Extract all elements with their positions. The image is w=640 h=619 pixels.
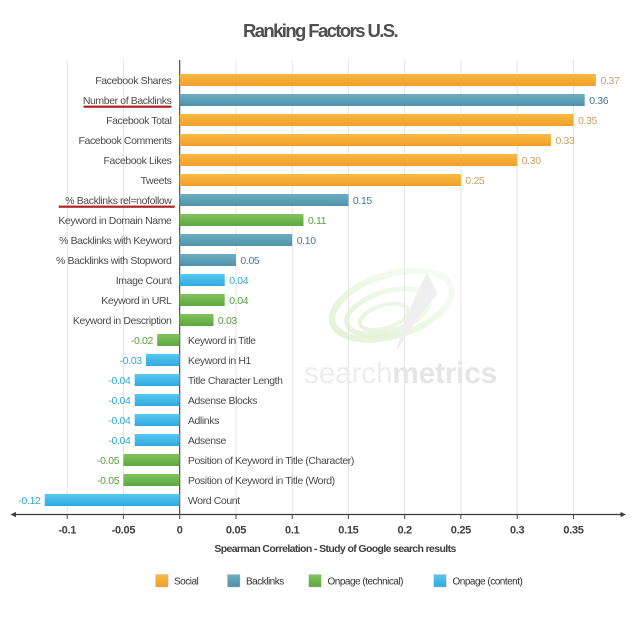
svg-text:-0.1: -0.1 — [58, 525, 76, 537]
svg-text:-0.05: -0.05 — [97, 475, 120, 487]
svg-text:-0.02: -0.02 — [131, 335, 154, 347]
svg-text:0.30: 0.30 — [522, 155, 542, 167]
svg-text:Onpage (technical): Onpage (technical) — [328, 577, 404, 588]
svg-text:0.37: 0.37 — [601, 75, 621, 87]
svg-text:0.3: 0.3 — [510, 525, 525, 537]
svg-text:0.05: 0.05 — [240, 255, 260, 267]
svg-text:Tweets: Tweets — [141, 175, 172, 187]
svg-text:-0.04: -0.04 — [108, 395, 131, 407]
svg-text:0.15: 0.15 — [338, 525, 358, 537]
svg-text:Image Count: Image Count — [116, 275, 172, 287]
svg-text:% Backlinks rel=nofollow: % Backlinks rel=nofollow — [65, 195, 172, 207]
svg-text:Facebook Shares: Facebook Shares — [95, 75, 171, 87]
svg-text:Keyword in Domain Name: Keyword in Domain Name — [58, 215, 172, 227]
svg-text:Backlinks: Backlinks — [246, 577, 284, 588]
svg-text:0.1: 0.1 — [285, 525, 300, 537]
svg-text:-0.12: -0.12 — [18, 495, 41, 507]
svg-text:0.03: 0.03 — [218, 315, 238, 327]
svg-text:% Backlinks with Stopword: % Backlinks with Stopword — [56, 255, 172, 267]
svg-text:0: 0 — [177, 525, 183, 537]
svg-text:0.33: 0.33 — [556, 135, 576, 147]
svg-text:Onpage (content): Onpage (content) — [453, 577, 523, 588]
svg-text:Adlinks: Adlinks — [188, 415, 219, 427]
svg-text:0.25: 0.25 — [451, 525, 471, 537]
svg-text:0.15: 0.15 — [353, 195, 373, 207]
svg-text:Facebook Likes: Facebook Likes — [104, 155, 172, 167]
svg-text:0.04: 0.04 — [229, 275, 249, 287]
svg-text:Adsense Blocks: Adsense Blocks — [188, 395, 257, 407]
svg-text:-0.04: -0.04 — [108, 415, 131, 427]
svg-text:-0.05: -0.05 — [97, 455, 120, 467]
svg-text:0.2: 0.2 — [397, 525, 412, 537]
svg-text:Keyword in Title: Keyword in Title — [188, 335, 256, 347]
svg-text:0.25: 0.25 — [465, 175, 485, 187]
svg-text:Adsense: Adsense — [188, 435, 227, 447]
svg-text:Facebook Comments: Facebook Comments — [79, 135, 172, 147]
svg-text:0.35: 0.35 — [578, 115, 598, 127]
svg-text:-0.05: -0.05 — [112, 525, 136, 537]
svg-text:Keyword in Description: Keyword in Description — [73, 315, 172, 327]
svg-text:0.04: 0.04 — [229, 295, 249, 307]
svg-text:0.36: 0.36 — [589, 95, 609, 107]
svg-text:Number of Backlinks: Number of Backlinks — [83, 95, 172, 107]
svg-text:0.11: 0.11 — [308, 215, 327, 227]
svg-text:Keyword in H1: Keyword in H1 — [188, 355, 252, 367]
svg-text:-0.04: -0.04 — [108, 435, 131, 447]
svg-text:searchmetrics: searchmetrics — [304, 357, 497, 390]
svg-text:Position of Keyword in Title (: Position of Keyword in Title (Character) — [188, 455, 354, 467]
svg-text:0.35: 0.35 — [563, 525, 583, 537]
svg-text:0.05: 0.05 — [226, 525, 246, 537]
svg-text:Position of Keyword in Title (: Position of Keyword in Title (Word) — [188, 475, 335, 487]
svg-text:Facebook Total: Facebook Total — [106, 115, 171, 127]
svg-text:Keyword in URL: Keyword in URL — [101, 295, 172, 307]
svg-text:Spearman Correlation - Study o: Spearman Correlation - Study of Google s… — [214, 543, 456, 555]
svg-text:-0.04: -0.04 — [108, 375, 131, 387]
svg-text:Ranking Factors U.S.: Ranking Factors U.S. — [243, 20, 398, 41]
svg-text:% Backlinks with Keyword: % Backlinks with Keyword — [59, 235, 172, 247]
svg-text:Title Character Length: Title Character Length — [188, 375, 283, 387]
svg-text:Word Count: Word Count — [188, 495, 240, 507]
svg-text:0.10: 0.10 — [297, 235, 317, 247]
svg-text:-0.03: -0.03 — [120, 355, 143, 367]
svg-text:Social: Social — [174, 577, 199, 588]
